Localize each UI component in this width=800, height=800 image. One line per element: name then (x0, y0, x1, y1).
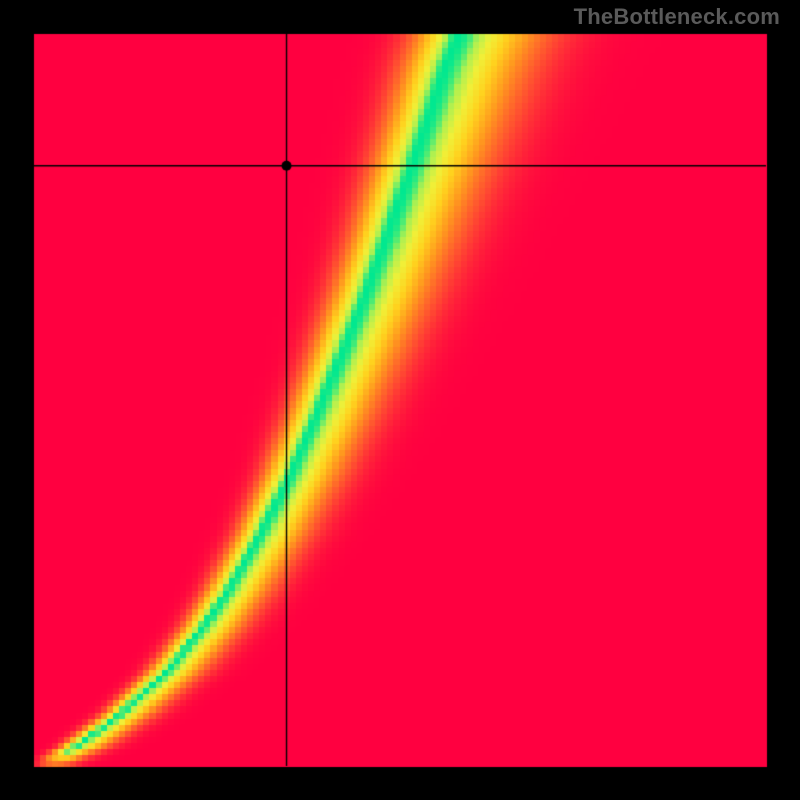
bottleneck-heatmap-canvas (0, 0, 800, 800)
chart-container: TheBottleneck.com (0, 0, 800, 800)
watermark-text: TheBottleneck.com (574, 4, 780, 30)
